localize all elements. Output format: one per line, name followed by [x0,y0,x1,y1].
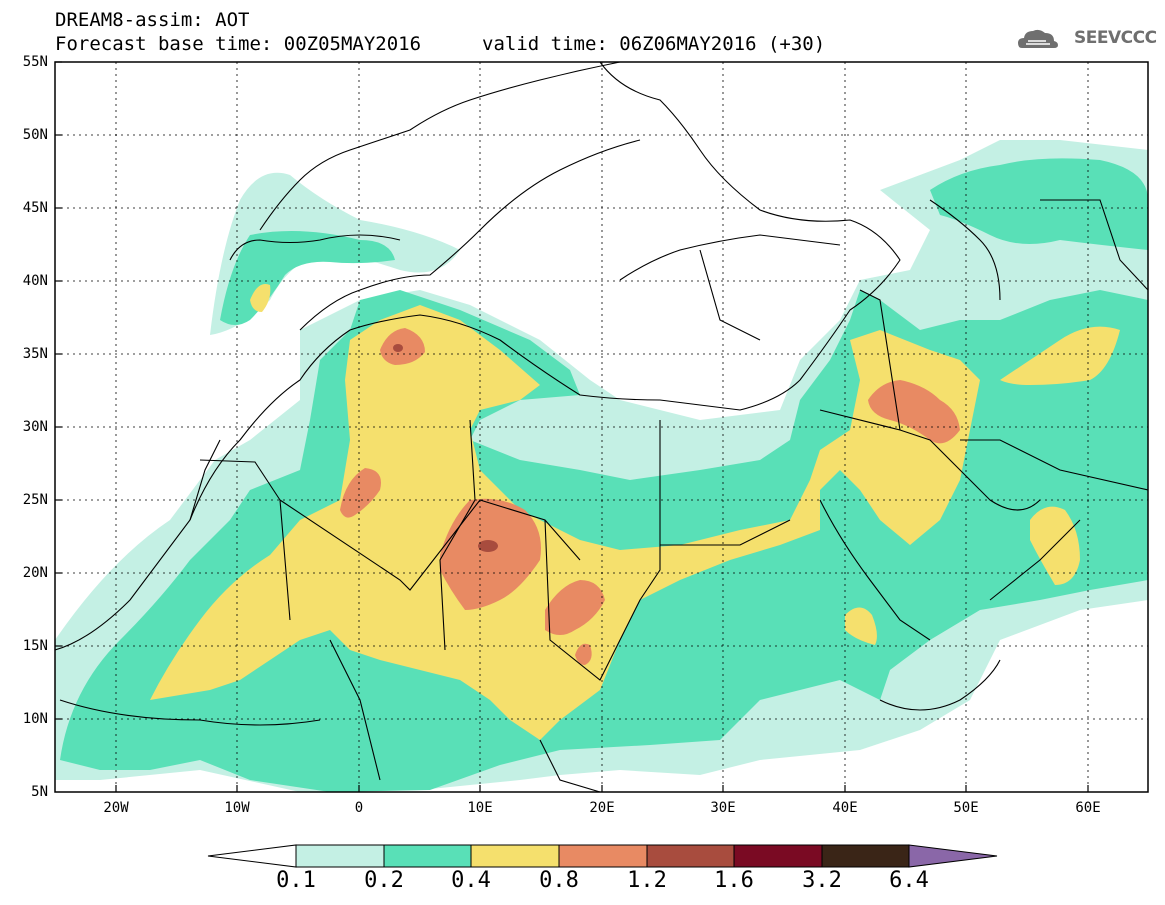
aot-band-0-4 [150,284,1120,740]
colorbar-swatch-3 [470,844,560,868]
lon-label: 10E [467,800,493,816]
colorbar-label: 0.4 [451,868,491,893]
colorbar-swatch-4 [558,844,648,868]
colorbar-label: 0.8 [539,868,579,893]
lon-label: 30E [710,800,736,816]
lat-label: 30N [22,419,48,435]
colorbar-label: 1.6 [714,868,754,893]
forecast-base-time: Forecast base time: 00Z05MAY2016 [55,33,422,55]
lat-label: 15N [22,638,48,654]
lat-label: 50N [22,127,48,143]
colorbar-swatch-7 [821,844,910,868]
colorbar-swatch-under [207,844,297,868]
colorbar-label: 1.2 [627,868,667,893]
cloud-logo-icon [1018,29,1058,48]
lat-label: 5N [31,784,48,800]
aot-band-0-8 [340,328,960,665]
valid-time: valid time: 06Z06MAY2016 (+30) [482,33,826,55]
logo-text: SEEVCCC [1074,28,1157,48]
colorbar-swatch-1 [295,844,385,868]
axis-ticks [55,61,1089,792]
lat-label: 20N [22,565,48,581]
colorbar-label: 0.1 [276,868,316,893]
colorbar-label: 3.2 [802,868,842,893]
graticule [55,62,1148,792]
colorbar-swatch-over [908,844,998,868]
colorbar-swatch-6 [733,844,823,868]
map-title: DREAM8-assim: AOT [55,9,250,31]
lon-label: 20E [589,800,615,816]
lat-label: 25N [22,492,48,508]
lat-label: 45N [22,200,48,216]
colorbar-label: 6.4 [889,868,929,893]
lon-label: 10W [224,800,250,816]
aot-band-1-2 [393,344,498,552]
colorbar [207,844,998,868]
lon-label: 40E [832,800,858,816]
lat-label: 40N [22,273,48,289]
lon-label: 0 [354,800,364,816]
lon-label: 60E [1075,800,1101,816]
lat-label: 10N [22,711,48,727]
lat-label: 35N [22,346,48,362]
colorbar-swatch-2 [383,844,472,868]
colorbar-swatch-5 [646,844,735,868]
country-borders [55,62,1148,792]
lon-label: 20W [103,800,129,816]
lon-label: 50E [953,800,979,816]
colorbar-label: 0.2 [364,868,404,893]
lat-label: 55N [22,54,48,70]
